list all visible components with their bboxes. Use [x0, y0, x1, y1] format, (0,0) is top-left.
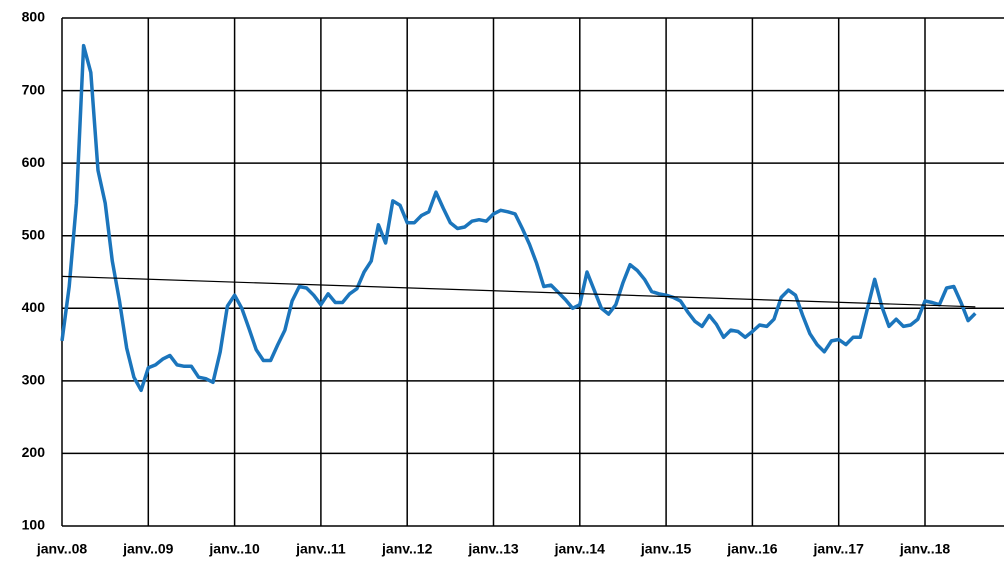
trend-line [61, 275, 976, 308]
y-tick-label: 800 [22, 9, 46, 25]
x-tick-label: janv..14 [554, 541, 606, 557]
x-tick-label: janv..15 [640, 541, 692, 557]
x-tick-label: janv..12 [381, 541, 433, 557]
x-tick-label: janv..09 [122, 541, 174, 557]
x-tick-label: janv..13 [467, 541, 519, 557]
x-tick-label: janv..08 [36, 541, 88, 557]
y-tick-label: 700 [22, 81, 46, 97]
y-tick-label: 600 [22, 154, 46, 170]
data-line [60, 43, 977, 393]
y-tick-label: 500 [22, 226, 46, 242]
y-tick-label: 100 [22, 517, 46, 533]
x-tick-label: janv..16 [726, 541, 778, 557]
y-tick-label: 300 [22, 372, 46, 388]
x-tick-label: janv..11 [295, 541, 346, 557]
x-tick-label: janv..17 [813, 541, 865, 557]
y-tick-label: 400 [22, 299, 46, 315]
y-tick-label: 200 [22, 444, 46, 460]
x-tick-label: janv..18 [899, 541, 951, 557]
x-tick-label: janv..10 [208, 541, 260, 557]
